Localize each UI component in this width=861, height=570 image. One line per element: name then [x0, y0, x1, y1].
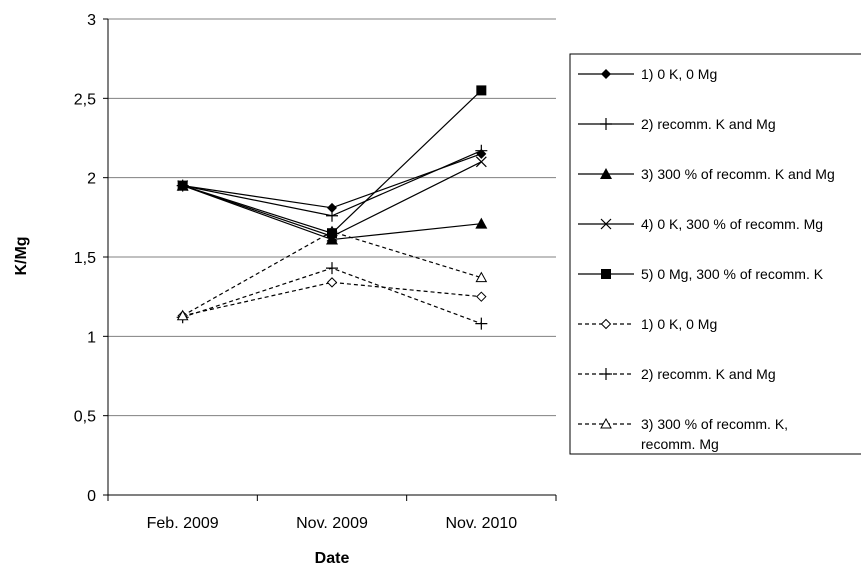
- y-tick-label: 3: [87, 12, 96, 29]
- triangle-marker: [600, 168, 612, 179]
- triangle-marker: [475, 217, 488, 229]
- series-line: [182, 267, 482, 325]
- open-triangle-marker: [600, 417, 612, 429]
- square-marker: [327, 228, 337, 239]
- legend-label: 5) 0 Mg, 300 % of recomm. K: [641, 266, 824, 282]
- gridlines: [108, 18, 556, 417]
- open-triangle-marker: [475, 271, 488, 283]
- triangle-marker: [326, 233, 338, 245]
- x-marker: [475, 156, 487, 168]
- legend-label: recomm. Mg: [641, 436, 719, 452]
- axes: [103, 18, 557, 501]
- legend-label: 2) recomm. K and Mg: [641, 366, 776, 382]
- y-tick-label: 1,5: [74, 250, 96, 267]
- legend-label: 4) 0 K, 300 % of recomm. Mg: [641, 216, 823, 232]
- y-tick-label: 0,5: [74, 409, 96, 426]
- y-tick-label: 2: [87, 171, 96, 188]
- plus-marker: [326, 262, 338, 275]
- diamond-marker: [327, 202, 337, 213]
- x-tick-label: Nov. 2010: [445, 515, 517, 532]
- open-diamond-marker: [600, 318, 612, 330]
- square-marker: [177, 180, 188, 191]
- plus-marker: [475, 317, 488, 330]
- legend-label: 1) 0 K, 0 Mg: [641, 66, 717, 82]
- legend-label: 2) recomm. K and Mg: [641, 116, 776, 132]
- legend: 1) 0 K, 0 Mg 2) recomm. K and Mg 3) 300 % …: [569, 53, 861, 455]
- y-tick-label: 0: [87, 488, 96, 505]
- series-line: [182, 161, 482, 238]
- plus-marker: [600, 118, 612, 130]
- plus-marker: [326, 209, 338, 222]
- legend-label: 3) 300 % of recomm. K and Mg: [641, 166, 835, 182]
- legend-label: 3) 300 % of recomm. K,: [641, 416, 788, 432]
- x-tick-label: Feb. 2009: [147, 515, 219, 532]
- open-diamond-marker: [326, 277, 338, 288]
- open-diamond-marker: [476, 291, 487, 302]
- legend-label: 1) 0 K, 0 Mg: [641, 316, 717, 332]
- y-tick-label: 1: [87, 329, 96, 346]
- series-group: [176, 85, 488, 330]
- plus-marker: [475, 144, 488, 157]
- x-marker: [600, 218, 612, 230]
- series-line: [182, 281, 482, 317]
- plus-marker: [600, 368, 612, 380]
- x-axis-title: Date: [315, 550, 350, 567]
- y-tick-label: 2,5: [74, 91, 96, 108]
- legend-box: [569, 53, 861, 455]
- square-marker: [601, 269, 611, 279]
- square-marker: [476, 85, 487, 96]
- diamond-marker: [601, 69, 611, 79]
- y-axis-title: K/Mg: [13, 236, 30, 275]
- open-triangle-marker: [176, 309, 189, 321]
- x-tick-label: Nov. 2009: [296, 515, 368, 532]
- tick-labels: 0 0,5 1 1,5 2 2,5 3 Feb. 2009 Nov. 2009 Nov. 2010: [74, 12, 518, 532]
